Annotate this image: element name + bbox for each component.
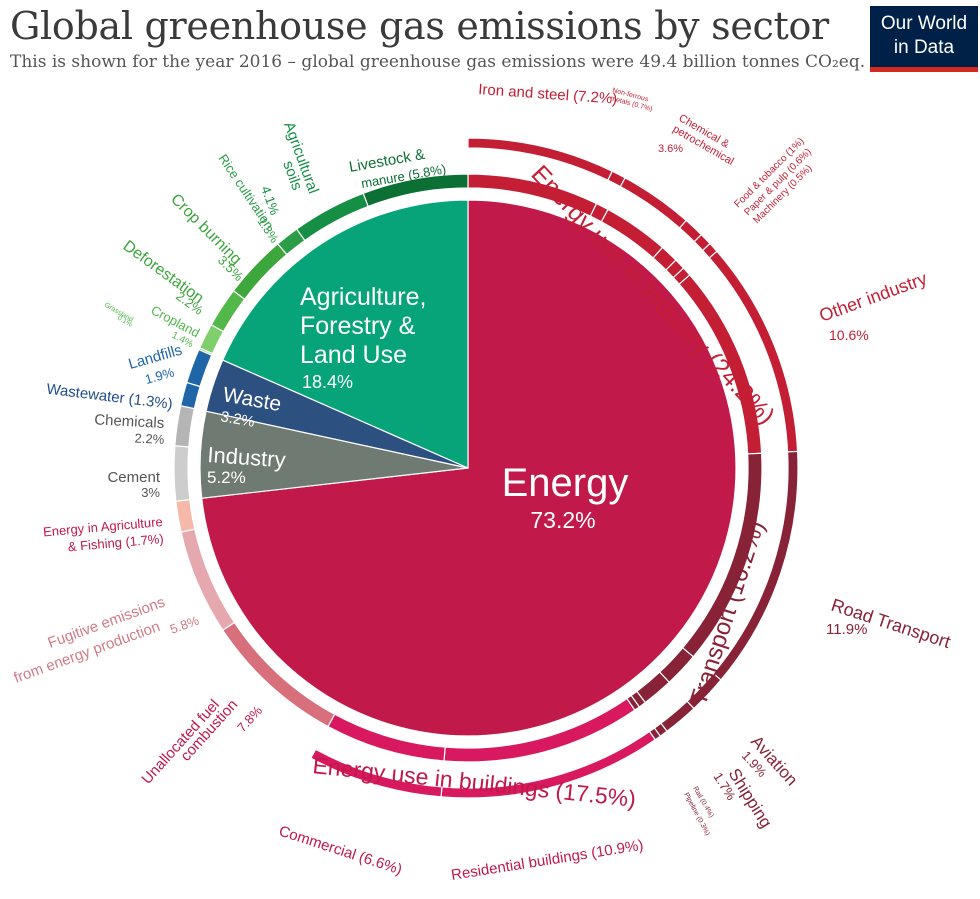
commercial-label: Commercial (6.6%) bbox=[277, 823, 404, 879]
cement-pct-label: 3% bbox=[141, 485, 160, 500]
fugitive-label-3: 5.8% bbox=[168, 612, 201, 636]
logo-line-2: in Data bbox=[893, 37, 955, 58]
residential-label: Residential buildings (10.9%) bbox=[450, 837, 645, 884]
energy-label: Energy bbox=[502, 461, 629, 505]
ring-segment-cement bbox=[173, 445, 191, 502]
chem-petro-label-3: 3.6% bbox=[658, 143, 683, 155]
wastewater-label: Wastewater (1.3%) bbox=[45, 381, 173, 413]
ring-segment-energy-in-agriculture-fishing bbox=[175, 498, 196, 533]
outer-segment-shipping bbox=[660, 700, 695, 733]
chemicals-label: Chemicals bbox=[94, 411, 165, 432]
outer-ring-layer bbox=[310, 137, 799, 799]
afolu-pct-label: 18.4% bbox=[302, 372, 353, 392]
owid-logo[interactable]: Our World in Data bbox=[870, 6, 978, 72]
rice-label-2: 1.3% bbox=[255, 215, 282, 246]
other-industry-pct-label: 10.6% bbox=[829, 327, 869, 343]
pie-slice-agriculture-forestry-land-use bbox=[221, 199, 469, 469]
ring-segment-livestock-manure bbox=[362, 173, 469, 208]
iron-steel-label: Iron and steel (7.2%) bbox=[478, 81, 618, 108]
crop-burning-label: Crop burning bbox=[167, 191, 244, 268]
cement-label: Cement bbox=[107, 469, 160, 486]
pie-slice-energy bbox=[201, 199, 737, 737]
afolu-label-3: Land Use bbox=[300, 341, 407, 369]
inner-ring-layer bbox=[173, 173, 763, 763]
industry-pct-label: 5.2% bbox=[207, 468, 246, 487]
outer-segment-chemical-petrochemical bbox=[619, 177, 688, 229]
other-industry-label: Other industry bbox=[817, 268, 930, 325]
outer-segment-commercial bbox=[310, 748, 443, 798]
waste-pct-label: 3.2% bbox=[219, 408, 256, 431]
industry-label: Industry bbox=[207, 442, 287, 472]
road-transport-pct-label: 11.9% bbox=[826, 621, 867, 638]
ring-segment-landfills bbox=[185, 348, 213, 388]
logo-line-1: Our World bbox=[880, 13, 968, 34]
chart-subtitle: This is shown for the year 2016 – global… bbox=[10, 52, 866, 72]
chemicals-pct-label: 2.2% bbox=[134, 430, 165, 447]
pie-layer bbox=[199, 199, 737, 737]
chart-title: Global greenhouse gas emissions by secto… bbox=[10, 4, 829, 48]
energy-pct-label: 73.2% bbox=[530, 507, 595, 533]
ring-segment-wastewater bbox=[179, 381, 201, 410]
ring-segment-chemicals bbox=[174, 404, 196, 448]
afolu-label-1: Agriculture, bbox=[300, 283, 426, 311]
afolu-label-2: Forestry & bbox=[300, 312, 416, 340]
ring-segment-deforestation bbox=[210, 289, 246, 333]
